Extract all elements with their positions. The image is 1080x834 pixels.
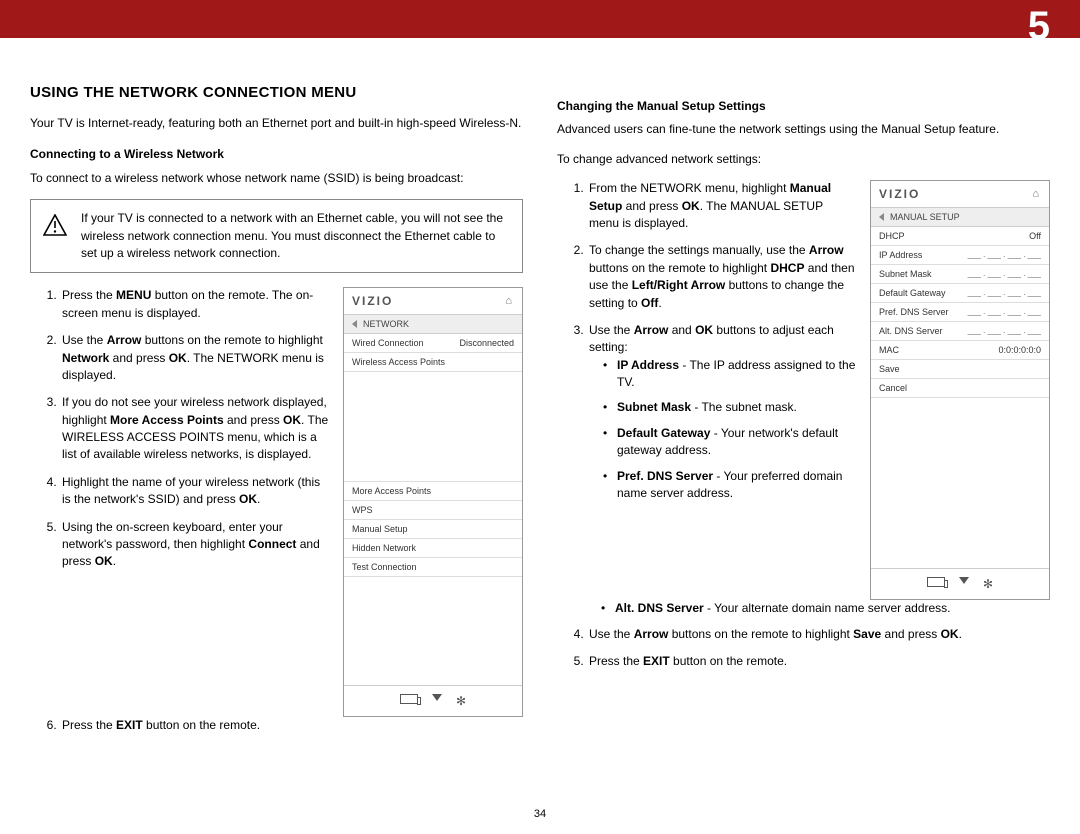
menu-footer: ✻	[344, 685, 522, 716]
gear-icon: ✻	[456, 694, 466, 708]
step-2: Use the Arrow buttons on the remote to h…	[60, 332, 329, 384]
menu2-gateway: Default Gateway___ . ___ . ___ . ___	[871, 284, 1049, 303]
steps-with-screenshot: Press the MENU button on the remote. The…	[30, 287, 523, 717]
menu-filler	[344, 577, 522, 686]
back-arrow-icon	[352, 320, 357, 328]
back-arrow-icon	[879, 213, 884, 221]
menu2-brand-row: VIZIO ⌂	[871, 181, 1049, 208]
intro-text: Your TV is Internet-ready, featuring bot…	[30, 115, 523, 132]
bullet-prefdns: Pref. DNS Server - Your preferred domain…	[603, 468, 856, 503]
bullet-ip: IP Address - The IP address assigned to …	[603, 357, 856, 392]
menu2-ip: IP Address___ . ___ . ___ . ___	[871, 246, 1049, 265]
home-icon: ⌂	[1032, 188, 1041, 200]
brand-label: VIZIO	[352, 294, 393, 308]
crumb-label: MANUAL SETUP	[890, 212, 960, 222]
manual-intro2: To change advanced network settings:	[557, 151, 1050, 168]
header-band: 5	[0, 0, 1080, 38]
chapter-number: 5	[1028, 4, 1050, 49]
step-4: Highlight the name of your wireless netw…	[60, 474, 329, 509]
manual-intro1: Advanced users can fine-tune the network…	[557, 121, 1050, 138]
step-1: Press the MENU button on the remote. The…	[60, 287, 329, 322]
brand-label: VIZIO	[879, 187, 920, 201]
menu-item-test: Test Connection	[344, 558, 522, 577]
menu2-filler	[871, 398, 1049, 568]
step-5: Using the on-screen keyboard, enter your…	[60, 519, 329, 571]
menu-item-hidden: Hidden Network	[344, 539, 522, 558]
wide-icon	[400, 694, 418, 704]
mstep-3: Use the Arrow and OK buttons to adjust e…	[587, 322, 856, 503]
subheading-wireless: Connecting to a Wireless Network	[30, 146, 523, 163]
menu-item-wap: Wireless Access Points	[344, 353, 522, 372]
right-column: Changing the Manual Setup Settings Advan…	[557, 84, 1050, 745]
menu2-breadcrumb: MANUAL SETUP	[871, 208, 1049, 227]
menu2-footer: ✻	[871, 568, 1049, 599]
menu2-cancel: Cancel	[871, 379, 1049, 398]
manual-setup-screenshot: VIZIO ⌂ MANUAL SETUP DHCPOff IP Address_…	[870, 180, 1050, 600]
menu-breadcrumb: NETWORK	[344, 315, 522, 334]
menu2-subnet: Subnet Mask___ . ___ . ___ . ___	[871, 265, 1049, 284]
menu2-altdns: Alt. DNS Server___ . ___ . ___ . ___	[871, 322, 1049, 341]
menu2-prefdns: Pref. DNS Server___ . ___ . ___ . ___	[871, 303, 1049, 322]
manual-steps-with-screenshot: From the NETWORK menu, highlight Manual …	[557, 180, 1050, 600]
mstep-1: From the NETWORK menu, highlight Manual …	[587, 180, 856, 232]
chevron-down-icon	[432, 694, 442, 701]
step-6: Press the EXIT button on the remote.	[60, 717, 523, 734]
home-icon: ⌂	[505, 295, 514, 307]
page-number: 34	[0, 808, 1080, 820]
menu-item-wired: Wired Connection Disconnected	[344, 334, 522, 353]
warning-box: If your TV is connected to a network wit…	[30, 199, 523, 273]
steps-text: Press the MENU button on the remote. The…	[30, 287, 329, 580]
menu-item-manual: Manual Setup	[344, 520, 522, 539]
crumb-label: NETWORK	[363, 319, 409, 329]
bullet-altdns: Alt. DNS Server - Your alternate domain …	[601, 600, 1050, 617]
menu2-dhcp: DHCPOff	[871, 227, 1049, 246]
network-menu-screenshot: VIZIO ⌂ NETWORK Wired Connection Disconn…	[343, 287, 523, 717]
manual-steps-text: From the NETWORK menu, highlight Manual …	[557, 180, 856, 512]
warning-text: If your TV is connected to a network wit…	[81, 211, 503, 260]
section-title: USING THE NETWORK CONNECTION MENU	[30, 84, 523, 101]
warning-icon	[43, 214, 67, 241]
mstep-4: Use the Arrow buttons on the remote to h…	[587, 626, 1050, 643]
menu2-save: Save	[871, 360, 1049, 379]
menu-brand-row: VIZIO ⌂	[344, 288, 522, 315]
wide-icon	[927, 577, 945, 587]
left-column: USING THE NETWORK CONNECTION MENU Your T…	[30, 84, 523, 745]
menu-item-wps: WPS	[344, 501, 522, 520]
bullet-gateway: Default Gateway - Your network's default…	[603, 425, 856, 460]
bullet-subnet: Subnet Mask - The subnet mask.	[603, 399, 856, 416]
wireless-intro: To connect to a wireless network whose n…	[30, 170, 523, 187]
step-3: If you do not see your wireless network …	[60, 394, 329, 464]
menu-item-more-ap: More Access Points	[344, 482, 522, 501]
chevron-down-icon	[959, 577, 969, 584]
mstep-2: To change the settings manually, use the…	[587, 242, 856, 312]
menu2-mac: MAC0:0:0:0:0:0	[871, 341, 1049, 360]
menu-empty-area	[344, 372, 522, 482]
gear-icon: ✻	[983, 577, 993, 591]
subheading-manual: Changing the Manual Setup Settings	[557, 98, 1050, 115]
page-content: USING THE NETWORK CONNECTION MENU Your T…	[0, 38, 1080, 745]
mstep-5: Press the EXIT button on the remote.	[587, 653, 1050, 670]
